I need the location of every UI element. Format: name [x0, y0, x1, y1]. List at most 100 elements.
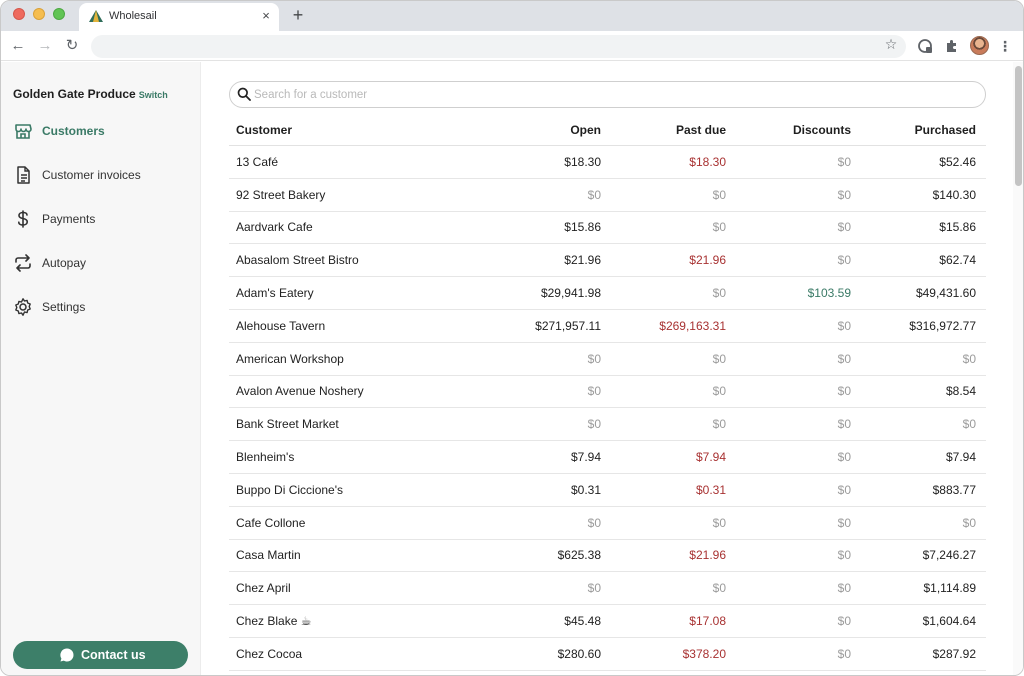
header-purchased[interactable]: Purchased — [914, 123, 976, 137]
search-input[interactable] — [254, 86, 954, 104]
cell-open: $29,941.98 — [540, 286, 601, 301]
contact-us-button[interactable]: Contact us — [13, 641, 188, 669]
cell-customer[interactable]: 92 Street Bakery — [236, 187, 326, 202]
table-row[interactable]: 92 Street Bakery $0 $0 $0 $140.30 — [229, 179, 986, 212]
table-row[interactable]: Chez April $0 $0 $0 $1,114.89 — [229, 572, 986, 606]
table-row[interactable]: Casa Martin $625.38 $21.96 $0 $7,246.27 — [229, 540, 986, 573]
header-open[interactable]: Open — [570, 123, 601, 137]
cell-purchased: $883.77 — [932, 482, 976, 497]
store-icon — [15, 124, 32, 139]
extensions-puzzle-icon[interactable] — [944, 38, 960, 54]
cell-customer[interactable]: Chez April — [236, 581, 291, 596]
wholesail-logo-icon — [89, 10, 103, 22]
table-row[interactable]: Buppo Di Ciccione's $0.31 $0.31 $0 $883.77 — [229, 474, 986, 507]
cell-discounts: $0 — [837, 614, 851, 629]
cell-customer[interactable]: Casa Martin — [236, 548, 301, 563]
sidebar-item-label: Payments — [42, 212, 96, 226]
table-row[interactable]: Bank Street Market $0 $0 $0 $0 — [229, 408, 986, 442]
sidebar-item-label: Settings — [42, 300, 86, 314]
cell-discounts: $0 — [837, 450, 851, 465]
cell-open: $0 — [587, 417, 601, 432]
cell-customer[interactable]: 13 Café — [236, 154, 279, 169]
cell-customer[interactable]: Aardvark Cafe — [236, 220, 313, 235]
tab-close-icon[interactable]: × — [262, 8, 270, 23]
cell-purchased: $7,246.27 — [922, 548, 976, 563]
sidebar-item-autopay[interactable]: Autopay — [13, 252, 193, 274]
document-icon — [17, 166, 30, 184]
table-row[interactable]: 13 Café $18.30 $18.30 $0 $52.46 — [229, 146, 986, 179]
cell-discounts: $0 — [837, 220, 851, 235]
cell-open: $0 — [587, 515, 601, 530]
sidebar-item-label: Customers — [42, 124, 105, 138]
page-scrollbar[interactable] — [1013, 62, 1023, 675]
table-row[interactable]: Abasalom Street Bistro $21.96 $21.96 $0 $62.… — [229, 244, 986, 278]
sidebar: Golden Gate Produce Switch Customers Cust… — [1, 62, 201, 675]
cell-discounts: $0 — [837, 482, 851, 497]
cell-purchased: $15.86 — [939, 220, 976, 235]
cell-past-due: $378.20 — [682, 646, 726, 661]
cell-customer[interactable]: Avalon Avenue Noshery — [236, 384, 364, 399]
sidebar-item-customer-invoices[interactable]: Customer invoices — [13, 164, 193, 186]
cell-open: $625.38 — [557, 548, 601, 563]
header-discounts[interactable]: Discounts — [792, 123, 851, 137]
cell-past-due: $0 — [712, 187, 726, 202]
cell-customer[interactable]: Blenheim's — [236, 450, 295, 465]
browser-tab[interactable]: Wholesail × — [79, 3, 279, 31]
cell-discounts: $0 — [837, 384, 851, 399]
header-customer[interactable]: Customer — [236, 123, 293, 137]
table-row[interactable]: American Workshop $0 $0 $0 $0 — [229, 343, 986, 376]
cell-customer[interactable]: Chez Cocoa — [236, 646, 303, 661]
switch-org-link[interactable]: Switch — [138, 90, 168, 100]
cell-past-due: $17.08 — [689, 614, 726, 629]
cell-purchased: $140.30 — [932, 187, 976, 202]
cell-customer[interactable]: Bank Street Market — [236, 417, 339, 432]
reload-button[interactable]: ↻ — [65, 37, 79, 54]
new-tab-button[interactable]: + — [292, 5, 304, 25]
close-window-button[interactable] — [13, 8, 25, 20]
cell-customer[interactable]: Buppo Di Ciccione's — [236, 482, 344, 497]
org-header: Golden Gate Produce Switch — [13, 85, 168, 103]
gear-icon — [15, 298, 31, 316]
table-body: 13 Café $18.30 $18.30 $0 $52.46 92 Street Bak… — [229, 146, 986, 671]
back-button[interactable]: ← — [10, 37, 26, 54]
browser-menu-icon[interactable]: ⋮ — [998, 38, 1012, 54]
cell-customer[interactable]: Chez Blake ☕ — [236, 614, 312, 629]
address-bar[interactable] — [91, 35, 906, 58]
cell-past-due: $21.96 — [689, 548, 726, 563]
sidebar-item-payments[interactable]: Payments — [13, 208, 193, 230]
forward-button[interactable]: → — [37, 37, 53, 54]
table-row[interactable]: Avalon Avenue Noshery $0 $0 $0 $8.54 — [229, 376, 986, 409]
table-row[interactable]: Cafe Collone $0 $0 $0 $0 — [229, 507, 986, 540]
cell-open: $0.31 — [570, 482, 601, 497]
cell-past-due: $269,163.31 — [659, 318, 726, 333]
cell-discounts: $0 — [837, 646, 851, 661]
cell-purchased: $0 — [962, 515, 976, 530]
table-row[interactable]: Chez Cocoa $280.60 $378.20 $0 $287.92 — [229, 638, 986, 671]
scrollbar-thumb[interactable] — [1015, 66, 1022, 186]
table-row[interactable]: Alehouse Tavern $271,957.11 $269,163.31 $0 $… — [229, 310, 986, 343]
table-row[interactable]: Blenheim's $7.94 $7.94 $0 $7.94 — [229, 441, 986, 474]
org-name: Golden Gate Produce — [13, 87, 136, 101]
sidebar-item-settings[interactable]: Settings — [13, 296, 193, 318]
cell-customer[interactable]: Adam's Eatery — [236, 286, 314, 301]
cell-customer[interactable]: Alehouse Tavern — [236, 318, 326, 333]
cell-past-due: $21.96 — [689, 253, 726, 268]
cell-customer[interactable]: Abasalom Street Bistro — [236, 253, 359, 268]
bookmark-star-icon[interactable]: ☆ — [884, 36, 898, 52]
sidebar-item-customers[interactable]: Customers — [13, 120, 193, 142]
maximize-window-button[interactable] — [53, 8, 65, 20]
table-row[interactable]: Adam's Eatery $29,941.98 $0 $103.59 $49,431.… — [229, 277, 986, 310]
cell-open: $0 — [587, 187, 601, 202]
cell-customer[interactable]: American Workshop — [236, 351, 344, 366]
cell-discounts: $103.59 — [807, 286, 851, 301]
profile-avatar[interactable] — [970, 36, 989, 55]
customer-search[interactable] — [229, 81, 986, 108]
cell-open: $18.30 — [564, 154, 601, 169]
cell-customer[interactable]: Cafe Collone — [236, 515, 306, 530]
table-row[interactable]: Aardvark Cafe $15.86 $0 $0 $15.86 — [229, 212, 986, 245]
extension-shield-icon[interactable] — [917, 38, 933, 54]
table-row[interactable]: Chez Blake ☕ $45.48 $17.08 $0 $1,604.64 — [229, 605, 986, 638]
minimize-window-button[interactable] — [33, 8, 45, 20]
header-past-due[interactable]: Past due — [675, 123, 726, 137]
tab-strip: Wholesail × + — [1, 1, 1023, 31]
